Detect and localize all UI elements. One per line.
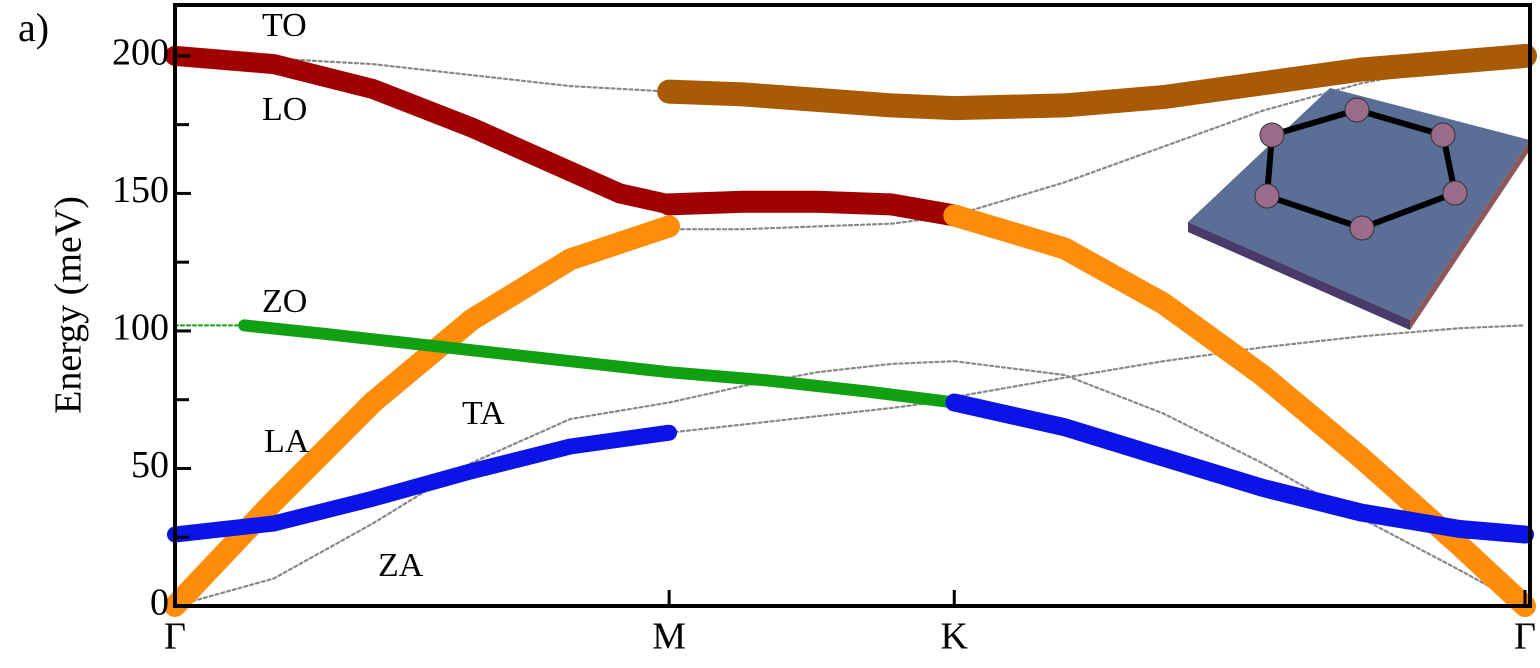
y-tick-label: 0 bbox=[150, 582, 169, 624]
branch-label: TA bbox=[462, 395, 505, 432]
y-tick-label: 100 bbox=[112, 307, 169, 349]
x-tick-label: K bbox=[941, 616, 969, 658]
panel-label: a) bbox=[18, 5, 49, 50]
branch-label: TO bbox=[262, 7, 307, 44]
slab-side bbox=[1410, 140, 1530, 330]
y-tick-label: 150 bbox=[112, 169, 169, 211]
slab-top bbox=[1188, 88, 1530, 320]
dispersion-branch bbox=[945, 393, 1534, 544]
dispersion-dotted bbox=[953, 324, 1527, 399]
y-tick-label: 50 bbox=[131, 444, 169, 486]
dispersion-branch bbox=[167, 424, 678, 543]
dispersion-dotted bbox=[668, 360, 956, 404]
inset-illustration bbox=[1188, 88, 1530, 330]
dispersion-branch bbox=[658, 190, 966, 227]
y-tick-label: 200 bbox=[112, 32, 169, 74]
dispersion-dotted bbox=[173, 54, 671, 93]
dispersion-branch bbox=[165, 45, 680, 215]
dispersion-branch bbox=[943, 204, 1536, 617]
atoms bbox=[1254, 97, 1468, 241]
x-tick-label: M bbox=[652, 616, 686, 658]
dispersion-dotted bbox=[668, 398, 956, 434]
branch-label: ZA bbox=[378, 547, 424, 584]
y-axis-label: Energy (meV) bbox=[48, 196, 90, 414]
branch-label: LA bbox=[264, 423, 310, 460]
x-tick-label: Γ bbox=[1514, 616, 1536, 658]
x-tick-label: Γ bbox=[164, 616, 186, 658]
plot-frame bbox=[173, 3, 1532, 608]
branch-label: ZO bbox=[262, 283, 307, 320]
dispersion-dotted bbox=[668, 214, 956, 231]
dispersion-dotted bbox=[953, 360, 1527, 608]
branch-label: LO bbox=[262, 91, 307, 128]
slab-side bbox=[1188, 222, 1410, 330]
dispersion-branch bbox=[657, 43, 1537, 121]
dispersion-branch bbox=[238, 319, 961, 409]
